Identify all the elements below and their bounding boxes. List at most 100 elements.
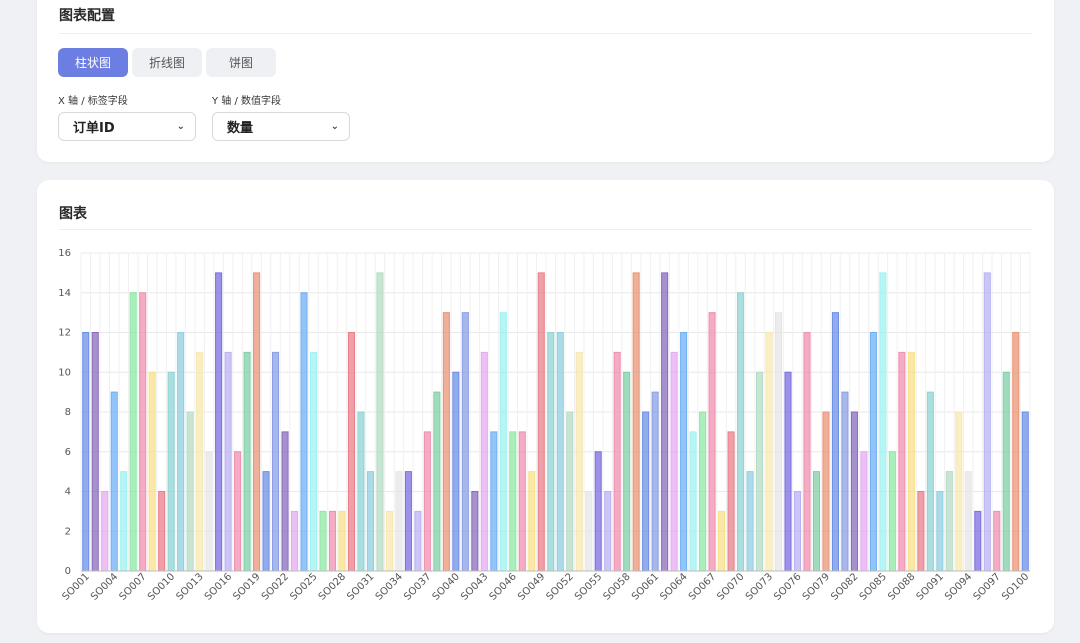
bar	[547, 332, 555, 572]
bar	[1002, 371, 1010, 572]
x-tick-label: SO037	[402, 571, 433, 602]
x-tick-label: SO067	[687, 571, 718, 602]
bar	[91, 332, 99, 572]
y-tick-label: 6	[65, 447, 71, 458]
bar	[907, 351, 915, 572]
bar	[328, 510, 337, 572]
y-tick-label: 14	[58, 288, 71, 299]
y-tick-label: 2	[65, 526, 71, 537]
bar	[433, 391, 441, 572]
x-tick-label: SO100	[1000, 571, 1031, 602]
bar	[461, 312, 469, 572]
bar	[338, 510, 346, 572]
x-tick-label: SO010	[146, 571, 177, 602]
bar	[385, 510, 393, 572]
chevron-down-icon: ⌄	[330, 121, 339, 132]
bar	[196, 351, 204, 572]
bar	[784, 371, 792, 572]
tab-pie-chart[interactable]: 饼图	[206, 48, 276, 77]
bar	[651, 391, 659, 572]
bar	[699, 411, 707, 572]
bar	[110, 391, 118, 572]
bar	[148, 371, 156, 572]
bar	[300, 292, 308, 572]
bar	[585, 491, 593, 572]
bar	[186, 411, 194, 572]
chevron-down-icon: ⌄	[176, 121, 185, 132]
bar	[793, 491, 802, 572]
bar	[803, 332, 811, 572]
bar	[841, 391, 849, 572]
bar	[604, 491, 612, 572]
bar	[718, 510, 726, 572]
y-field-select[interactable]: 数量 ⌄	[212, 112, 350, 141]
bar	[499, 312, 507, 572]
bar	[528, 471, 536, 572]
bar	[423, 431, 431, 572]
bar	[490, 431, 498, 572]
bar	[566, 411, 574, 572]
x-tick-label: SO082	[829, 571, 860, 602]
divider	[59, 229, 1032, 230]
bar	[831, 312, 839, 572]
bar	[129, 292, 137, 572]
bar	[509, 431, 517, 572]
bar	[898, 351, 906, 572]
x-tick-label: SO007	[117, 571, 148, 602]
y-tick-label: 8	[65, 407, 71, 418]
bar	[452, 371, 460, 572]
x-tick-label: SO013	[174, 571, 205, 602]
bar	[632, 272, 640, 572]
y-tick-label: 4	[65, 487, 71, 498]
bar	[860, 451, 868, 572]
bar	[120, 471, 128, 572]
bar	[888, 451, 896, 572]
y-tick-label: 10	[58, 367, 71, 378]
bar	[879, 272, 887, 572]
x-tick-label: SO049	[516, 571, 547, 602]
bar	[347, 332, 356, 572]
bar	[357, 411, 365, 572]
chart-config-panel: 图表配置 柱状图 折线图 饼图 X 轴 / 标签字段 订单ID ⌄ Y 轴 / …	[37, 0, 1054, 162]
x-tick-label: SO055	[573, 571, 604, 602]
bar	[518, 431, 526, 572]
x-tick-label: SO091	[915, 571, 946, 602]
bar	[1021, 411, 1029, 572]
bar	[737, 292, 745, 572]
tab-line-chart[interactable]: 折线图	[132, 48, 202, 77]
y-tick-label: 0	[65, 566, 71, 577]
bar	[537, 272, 545, 572]
bar	[215, 272, 223, 572]
bar	[708, 312, 716, 572]
chart-panel: 图表 0 2 4 6 8 10 12 14 16 SO001 SO004 SO007 SO010 SO01…	[37, 180, 1054, 633]
bar	[414, 510, 422, 572]
bar	[158, 491, 166, 572]
bar	[623, 371, 631, 572]
y-field-label: Y 轴 / 数值字段	[212, 96, 282, 107]
bar	[765, 332, 773, 572]
bar	[281, 431, 289, 572]
bar	[812, 471, 821, 572]
bar	[822, 411, 830, 572]
bar	[955, 411, 963, 572]
x-tick-label: SO016	[203, 571, 234, 602]
bar	[964, 471, 972, 572]
chart-panel-title: 图表	[59, 206, 87, 222]
x-tick-label: SO073	[744, 571, 775, 602]
x-field-select[interactable]: 订单ID ⌄	[58, 112, 196, 141]
bar	[376, 272, 384, 572]
bar	[309, 351, 318, 572]
x-tick-label: SO070	[715, 571, 746, 602]
x-field-value: 订单ID	[73, 121, 115, 136]
bar	[442, 312, 450, 572]
bar	[746, 471, 754, 572]
bar	[670, 351, 678, 572]
bar	[101, 491, 109, 572]
x-tick-label: SO079	[801, 571, 832, 602]
x-tick-label: SO019	[231, 571, 262, 602]
x-tick-label: SO085	[858, 571, 889, 602]
tab-bar-chart[interactable]: 柱状图	[58, 48, 128, 77]
bar	[755, 371, 764, 572]
chart-type-tabs: 柱状图 折线图 饼图	[58, 48, 276, 77]
bar	[727, 431, 735, 572]
